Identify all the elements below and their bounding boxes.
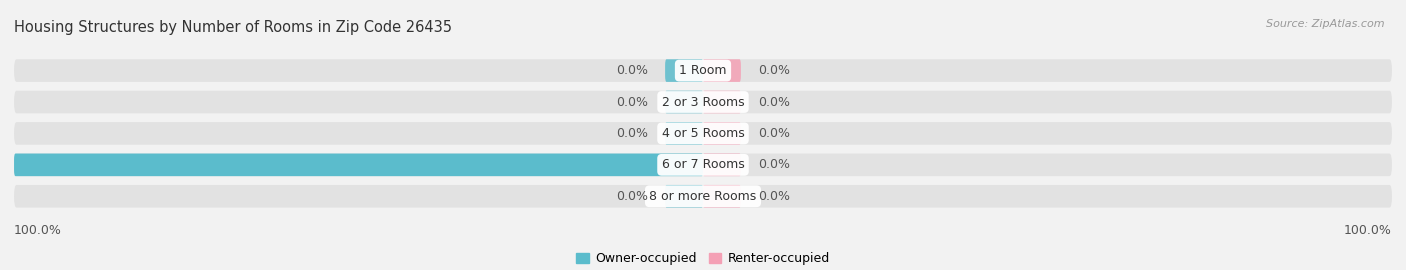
Text: 0.0%: 0.0%: [758, 158, 790, 171]
Text: 2 or 3 Rooms: 2 or 3 Rooms: [662, 96, 744, 109]
FancyBboxPatch shape: [703, 185, 741, 208]
Text: Source: ZipAtlas.com: Source: ZipAtlas.com: [1267, 19, 1385, 29]
Text: 0.0%: 0.0%: [616, 96, 648, 109]
FancyBboxPatch shape: [703, 122, 741, 145]
Text: 0.0%: 0.0%: [758, 190, 790, 203]
Text: 100.0%: 100.0%: [14, 224, 62, 237]
Text: 0.0%: 0.0%: [616, 190, 648, 203]
FancyBboxPatch shape: [14, 154, 703, 176]
FancyBboxPatch shape: [14, 91, 1392, 113]
Text: 8 or more Rooms: 8 or more Rooms: [650, 190, 756, 203]
FancyBboxPatch shape: [703, 91, 741, 113]
Text: 0.0%: 0.0%: [758, 64, 790, 77]
FancyBboxPatch shape: [665, 122, 703, 145]
Text: 4 or 5 Rooms: 4 or 5 Rooms: [662, 127, 744, 140]
FancyBboxPatch shape: [703, 59, 741, 82]
FancyBboxPatch shape: [703, 154, 741, 176]
Text: Housing Structures by Number of Rooms in Zip Code 26435: Housing Structures by Number of Rooms in…: [14, 20, 453, 35]
FancyBboxPatch shape: [14, 154, 1392, 176]
FancyBboxPatch shape: [665, 91, 703, 113]
Text: 1 Room: 1 Room: [679, 64, 727, 77]
Text: 0.0%: 0.0%: [758, 96, 790, 109]
Text: 6 or 7 Rooms: 6 or 7 Rooms: [662, 158, 744, 171]
Text: 0.0%: 0.0%: [616, 64, 648, 77]
FancyBboxPatch shape: [14, 59, 1392, 82]
Legend: Owner-occupied, Renter-occupied: Owner-occupied, Renter-occupied: [571, 247, 835, 270]
Text: 0.0%: 0.0%: [616, 127, 648, 140]
FancyBboxPatch shape: [14, 122, 1392, 145]
Text: 100.0%: 100.0%: [1344, 224, 1392, 237]
Text: 0.0%: 0.0%: [758, 127, 790, 140]
FancyBboxPatch shape: [14, 185, 1392, 208]
FancyBboxPatch shape: [665, 185, 703, 208]
FancyBboxPatch shape: [665, 59, 703, 82]
